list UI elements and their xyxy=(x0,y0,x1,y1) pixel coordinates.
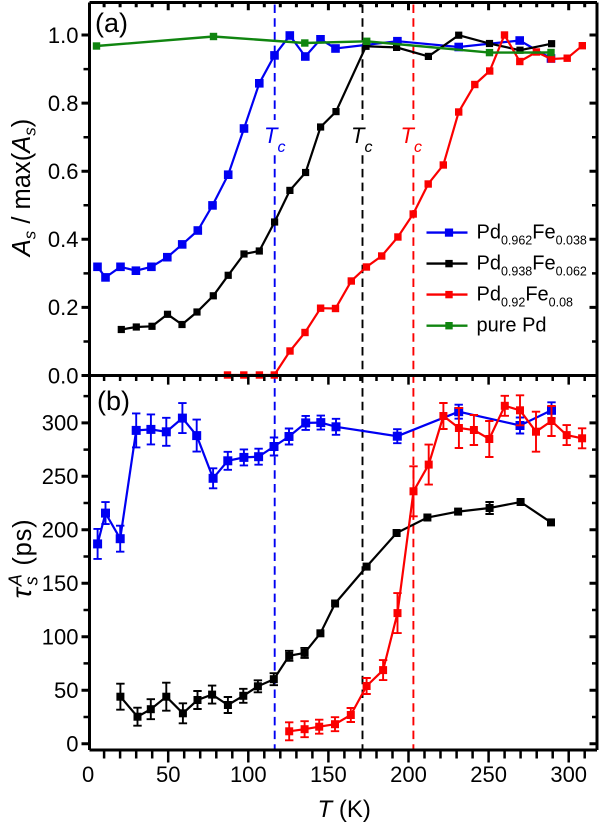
svg-text:0.6: 0.6 xyxy=(48,159,79,184)
svg-text:0.8: 0.8 xyxy=(48,91,79,116)
svg-text:0.4: 0.4 xyxy=(48,227,79,252)
svg-text:(b): (b) xyxy=(97,386,130,416)
svg-text:0.0: 0.0 xyxy=(48,363,79,388)
svg-text:50: 50 xyxy=(156,762,180,787)
svg-text:0.2: 0.2 xyxy=(48,295,79,320)
svg-text:(a): (a) xyxy=(95,8,128,38)
svg-text:0: 0 xyxy=(82,762,94,787)
svg-text:250: 250 xyxy=(42,464,79,489)
svg-text:T (K): T (K) xyxy=(318,796,371,823)
svg-text:50: 50 xyxy=(54,678,78,703)
svg-text:1.0: 1.0 xyxy=(48,23,79,48)
svg-text:Pd0.962Fe0.038: Pd0.962Fe0.038 xyxy=(477,222,587,248)
svg-text:300: 300 xyxy=(550,762,587,787)
svg-text:As / max(As): As / max(As) xyxy=(8,119,40,258)
svg-text:200: 200 xyxy=(42,518,79,543)
svg-text:150: 150 xyxy=(310,762,347,787)
svg-text:150: 150 xyxy=(42,571,79,596)
svg-text:pure Pd: pure Pd xyxy=(477,315,547,337)
svg-text:Pd0.92Fe0.08: Pd0.92Fe0.08 xyxy=(477,284,574,310)
svg-text:τAs (ps): τAs (ps) xyxy=(6,519,42,599)
svg-text:100: 100 xyxy=(230,762,267,787)
svg-text:300: 300 xyxy=(42,411,79,436)
svg-text:200: 200 xyxy=(390,762,427,787)
svg-text:0: 0 xyxy=(66,732,78,757)
svg-text:100: 100 xyxy=(42,625,79,650)
svg-text:250: 250 xyxy=(470,762,507,787)
